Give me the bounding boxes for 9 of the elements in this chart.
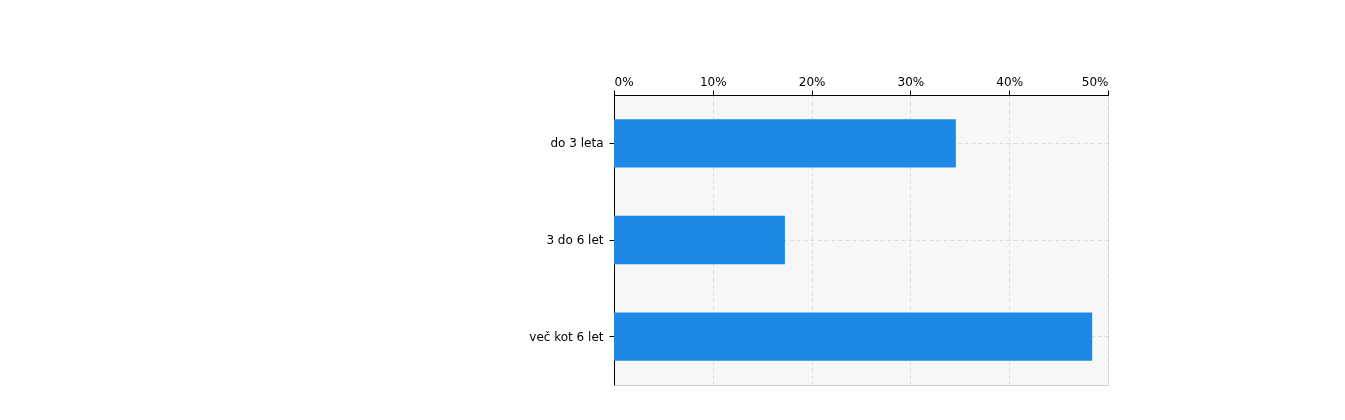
x-tick-label: 40% [996, 74, 1024, 89]
y-tick-label: do 3 leta [550, 136, 604, 151]
x-tick-label: 30% [897, 74, 925, 89]
y-tick-label: 3 do 6 let [546, 233, 604, 247]
x-tick-label: 50% [1081, 74, 1109, 89]
x-tick-label: 0% [614, 74, 634, 89]
x-tick-label: 20% [798, 74, 826, 89]
x-tick-label: 10% [699, 74, 727, 89]
y-tick-label: več kot 6 let [529, 329, 604, 344]
